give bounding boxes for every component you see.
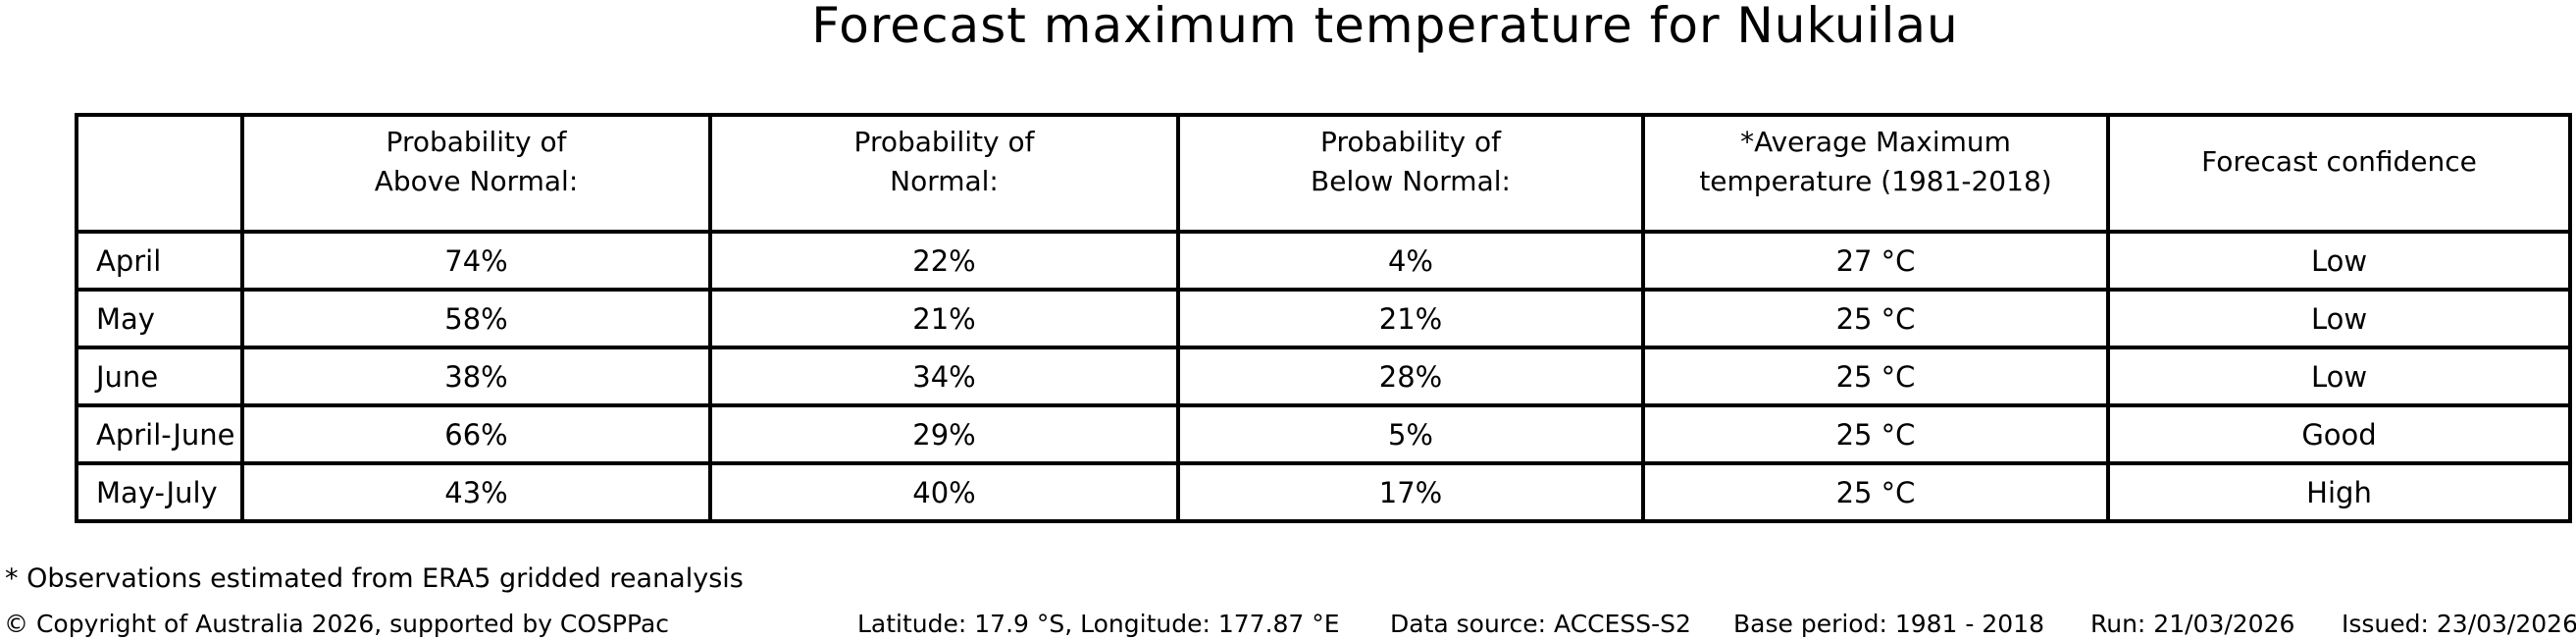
table-row-june: June 38% 34% 28% 25 °C Low [75,346,2572,407]
cell-prob-above: 38% [240,346,712,407]
cell-avg-max-temp: 25 °C [1641,288,2110,349]
copyright-text: © Copyright of Australia 2026, supported… [4,610,670,638]
footer-bar: © Copyright of Australia 2026, supported… [0,610,2576,640]
cell-prob-below: 28% [1176,346,1645,407]
cell-confidence: Good [2106,403,2572,465]
table-row-april-june: April-June 66% 29% 5% 25 °C Good [75,403,2572,465]
cell-prob-normal: 21% [708,288,1180,349]
page-title: Forecast maximum temperature for Nukuila… [811,0,1959,54]
cell-prob-above: 66% [240,403,712,465]
cell-prob-below: 17% [1176,461,1645,523]
run-date-text: Run: 21/03/2026 [2090,610,2295,638]
issued-date-text: Issued: 23/03/2026 [2342,610,2576,638]
cell-confidence: Low [2106,230,2572,292]
cell-avg-max-temp: 25 °C [1641,346,2110,407]
cell-prob-normal: 40% [708,461,1180,523]
cell-avg-max-temp: 27 °C [1641,230,2110,292]
data-source-text: Data source: ACCESS-S2 [1390,610,1691,638]
col-header-prob-normal: Probability of Normal: [708,113,1180,234]
cell-prob-above: 43% [240,461,712,523]
col-header-forecast-confidence: Forecast confidence [2106,113,2572,234]
table-header-row: Probability of Above Normal: Probability… [75,113,2572,234]
cell-confidence: High [2106,461,2572,523]
col-header-prob-below-normal: Probability of Below Normal: [1176,113,1645,234]
location-text: Latitude: 17.9 °S, Longitude: 177.87 °E [857,610,1340,638]
row-label-period: May-July [75,461,244,523]
observations-footnote: * Observations estimated from ERA5 gridd… [5,563,744,594]
cell-prob-above: 58% [240,288,712,349]
row-label-period: June [75,346,244,407]
col-header-prob-above-normal: Probability of Above Normal: [240,113,712,234]
cell-prob-below: 21% [1176,288,1645,349]
cell-avg-max-temp: 25 °C [1641,403,2110,465]
col-header-avg-max-temp: *Average Maximum temperature (1981-2018) [1641,113,2110,234]
cell-avg-max-temp: 25 °C [1641,461,2110,523]
cell-confidence: Low [2106,288,2572,349]
cell-prob-below: 4% [1176,230,1645,292]
corner-empty-cell [75,113,244,234]
row-label-period: April [75,230,244,292]
table-row-may-july: May-July 43% 40% 17% 25 °C High [75,461,2572,523]
cell-prob-below: 5% [1176,403,1645,465]
cell-prob-normal: 29% [708,403,1180,465]
forecast-table: Probability of Above Normal: Probability… [75,113,2572,523]
base-period-text: Base period: 1981 - 2018 [1733,610,2044,638]
cell-prob-normal: 22% [708,230,1180,292]
table-row-april: April 74% 22% 4% 27 °C Low [75,230,2572,292]
cell-prob-above: 74% [240,230,712,292]
row-label-period: May [75,288,244,349]
cell-confidence: Low [2106,346,2572,407]
row-label-period: April-June [75,403,244,465]
table-row-may: May 58% 21% 21% 25 °C Low [75,288,2572,349]
cell-prob-normal: 34% [708,346,1180,407]
